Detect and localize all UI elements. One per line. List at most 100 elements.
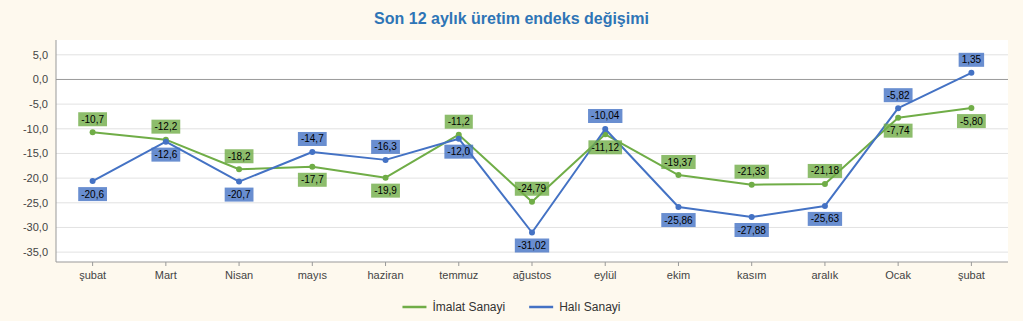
x-tick-label: şubat (958, 269, 985, 281)
series-line (93, 73, 972, 233)
y-tick-label: 0,0 (33, 73, 48, 85)
x-tick-label: şubat (79, 269, 106, 281)
x-tick-label: haziran (367, 269, 403, 281)
data-label-box (78, 112, 107, 126)
data-label: -27,88 (738, 225, 767, 236)
data-label: -10,04 (591, 110, 620, 121)
point (895, 115, 901, 121)
x-tick (312, 262, 313, 266)
data-label: -21,33 (738, 166, 767, 177)
data-label: -19,9 (374, 185, 397, 196)
x-tick-label: Mart (155, 269, 177, 281)
grid-line (56, 128, 1008, 129)
data-label-box (151, 148, 180, 162)
x-tick-label: Ocak (885, 269, 911, 281)
point (236, 166, 242, 172)
data-label-box (515, 238, 549, 252)
point (968, 70, 974, 76)
data-label: -12,6 (154, 149, 177, 160)
point (90, 178, 96, 184)
data-label: -17,7 (301, 174, 324, 185)
point (675, 204, 681, 210)
grid-line (56, 54, 1008, 55)
title: Son 12 aylık üretim endeks değişimi (374, 10, 649, 27)
data-label-box (884, 124, 913, 138)
y-tick-label: -25,0 (23, 197, 48, 209)
x-tick-label: Nisan (225, 269, 253, 281)
data-label-box (298, 173, 327, 187)
grid-line (56, 178, 1008, 179)
data-label-box (371, 184, 400, 198)
data-label: -7,74 (887, 125, 910, 136)
data-label: -12,0 (447, 146, 470, 157)
data-label: -16,3 (374, 141, 397, 152)
data-label-box (444, 145, 473, 159)
data-label-box (735, 223, 769, 237)
data-label-box (735, 165, 769, 179)
legend-label: İmalat Sanayi (432, 300, 505, 314)
data-label-box (957, 114, 986, 128)
x-tick (165, 262, 166, 266)
y-tick-label: -30,0 (23, 221, 48, 233)
x-tick (824, 262, 825, 266)
data-label: -5,80 (960, 116, 983, 127)
data-label-box (588, 140, 622, 154)
legend-label: Halı Sanayi (559, 300, 620, 314)
plot-marks (90, 70, 975, 236)
data-label: -10,7 (81, 114, 104, 125)
data-label: -20,7 (228, 189, 251, 200)
data-label-box (225, 188, 254, 202)
point (236, 179, 242, 185)
background (0, 0, 1023, 321)
legend-item: İmalat Sanayi (402, 300, 505, 314)
data-label: -24,79 (518, 183, 547, 194)
data-label: -18,2 (228, 151, 251, 162)
data-label-box (298, 132, 327, 146)
data-label-box (78, 187, 107, 201)
x-tick-label: ağustos (513, 269, 552, 281)
plot-area (56, 40, 1008, 262)
x-tick-label: kasım (737, 269, 766, 281)
chart: Son 12 aylık üretim endeks değişimi 5,0 0,… (0, 0, 1023, 321)
data-label-box (151, 120, 180, 134)
point (529, 229, 535, 235)
point (309, 149, 315, 155)
point (822, 181, 828, 187)
point (383, 157, 389, 163)
data-label: -25,86 (664, 215, 693, 226)
data-label: -11,2 (448, 116, 470, 127)
data-label: -14,7 (301, 133, 324, 144)
legend-item: Halı Sanayi (529, 300, 620, 314)
y-tick-label: 5,0 (33, 49, 48, 61)
x-tick-label: temmuz (439, 269, 478, 281)
x-tick (385, 262, 386, 266)
data-label-box (445, 115, 473, 129)
data-label: -5,82 (887, 90, 910, 101)
data-label-box (808, 164, 842, 178)
point (749, 214, 755, 220)
point (749, 182, 755, 188)
legend-swatch (402, 306, 426, 309)
point (822, 203, 828, 209)
data-label-box (661, 155, 695, 169)
point (383, 175, 389, 181)
data-label-box (661, 213, 695, 227)
data-label: -19,37 (664, 157, 693, 168)
data-label: -20,6 (81, 189, 104, 200)
point (968, 105, 974, 111)
data-label: -31,02 (518, 240, 547, 251)
y-axis-line (56, 40, 57, 262)
x-tick (239, 262, 240, 266)
point (456, 136, 462, 142)
data-label: -21,18 (811, 165, 840, 176)
data-label: -12,2 (154, 121, 177, 132)
point (895, 105, 901, 111)
y-tick-label: -10,0 (23, 123, 48, 135)
y-tick-label: -20,0 (23, 172, 48, 184)
x-tick (532, 262, 533, 266)
point (675, 172, 681, 178)
x-tick-label: ekim (667, 269, 690, 281)
data-label-box (808, 212, 842, 226)
y-tick-label: -5,0 (29, 98, 48, 110)
grid-line (56, 79, 1008, 80)
